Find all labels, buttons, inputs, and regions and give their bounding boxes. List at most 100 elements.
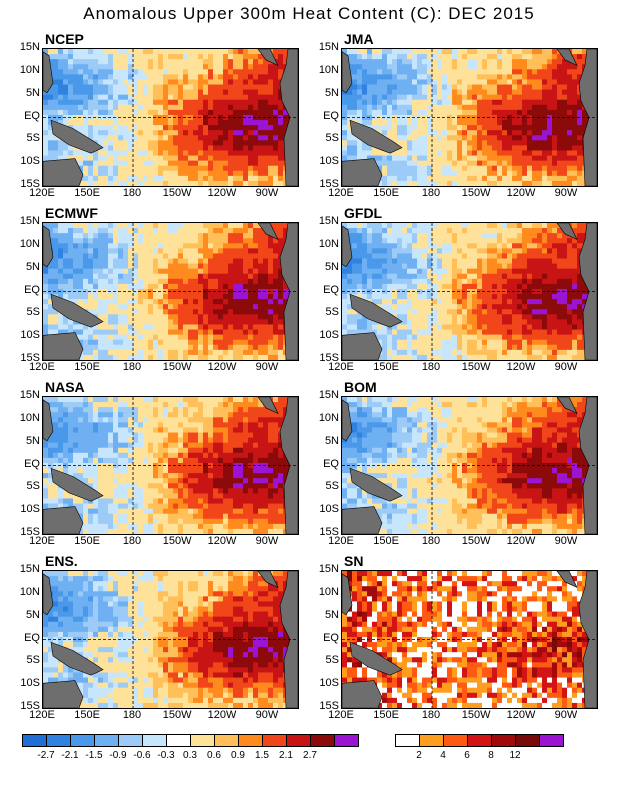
heatmap-cell [123,309,129,315]
heatmap-cell [367,94,373,101]
heatmap-cell [218,84,224,91]
heatmap-cell [103,278,109,285]
heatmap-cell [382,273,388,280]
heatmap-cell [557,74,563,81]
heatmap-cell [512,170,518,177]
heatmap-cell [452,258,458,265]
heatmap-cell [263,294,269,300]
heatmap-cell [278,319,284,326]
heatmap-cell [258,238,264,244]
heatmap-cell [402,223,408,229]
heatmap-cell [572,120,578,126]
heatmap-cell [492,258,498,265]
heatmap-cell [502,99,508,106]
heatmap-cell [427,79,433,86]
heatmap-cell [133,299,139,305]
heatmap-cell [223,125,229,131]
heatmap-cell [188,109,194,116]
heatmap-cell [467,79,473,86]
heatmap-cell [198,319,204,326]
heatmap-cell [83,294,89,300]
heatmap-cell [153,94,159,101]
heatmap-cell [477,89,483,96]
heatmap-cell [278,125,284,131]
heatmap-cell [243,109,249,116]
heatmap-cell [218,89,224,96]
heatmap-cell [547,120,553,126]
heatmap-cell [263,135,269,141]
heatmap-cell [208,120,214,126]
heatmap-cell [193,304,199,310]
heatmap-cell [93,354,99,360]
heatmap-cell [148,165,154,172]
heatmap-cell [108,104,114,111]
heatmap-cell [552,278,558,285]
heatmap-cell [228,324,234,331]
heatmap-cell [562,233,568,239]
heatmap-cell [243,223,249,229]
heatmap-cell [188,268,194,275]
heatmap-cell [487,243,493,249]
heatmap-cell [362,248,368,255]
heatmap-cell [138,223,144,229]
heatmap-cell [123,109,129,116]
heatmap-cell [397,294,403,300]
heatmap-cell [208,59,214,65]
heatmap-cell [228,84,234,91]
heatmap-cell [417,64,423,70]
heatmap-cell [243,238,249,244]
heatmap-cell [482,294,488,300]
heatmap-cell [138,104,144,111]
heatmap-area [42,222,299,361]
heatmap-cell [158,59,164,65]
heatmap-cell [53,309,59,315]
heatmap-cell [477,253,483,260]
heatmap-cell [362,283,368,290]
heatmap-cell [83,233,89,239]
heatmap-cell [432,150,438,157]
heatmap-cell [78,150,84,157]
heatmap-cell [452,99,458,106]
heatmap-cell [462,99,468,106]
heatmap-cell [73,79,79,86]
heatmap-cell [577,180,583,186]
heatmap-cell [397,64,403,70]
heatmap-cell [278,155,284,162]
heatmap-cell [482,99,488,106]
heatmap-cell [557,99,563,106]
heatmap-cell [243,54,249,60]
heatmap-cell [213,299,219,305]
heatmap-cell [188,104,194,111]
heatmap-cell [248,104,254,111]
heatmap-cell [238,223,244,229]
heatmap-cell [108,94,114,101]
heatmap-cell [273,223,279,229]
heatmap-cell [497,89,503,96]
heatmap-cell [228,223,234,229]
heatmap-cell [278,74,284,81]
heatmap-cell [163,175,169,182]
heatmap-cell [58,89,64,96]
heatmap-cell [577,243,583,249]
heatmap-cell [542,74,548,81]
heatmap-cell [432,223,438,229]
heatmap-cell [133,334,139,341]
heatmap-cell [103,273,109,280]
heatmap-cell [173,228,179,234]
heatmap-cell [108,145,114,152]
heatmap-cell [422,64,428,70]
heatmap-cell [233,268,239,275]
heatmap-cell [472,89,478,96]
heatmap-cell [557,273,563,280]
heatmap-cell [153,89,159,96]
heatmap-cell [143,180,149,186]
heatmap-cell [447,69,453,75]
heatmap-cell [357,268,363,275]
heatmap-cell [392,268,398,275]
heatmap-cell [572,243,578,249]
heatmap-cell [88,329,94,336]
heatmap-cell [158,104,164,111]
heatmap-cell [223,175,229,182]
heatmap-cell [158,354,164,360]
heatmap-cell [78,49,84,55]
